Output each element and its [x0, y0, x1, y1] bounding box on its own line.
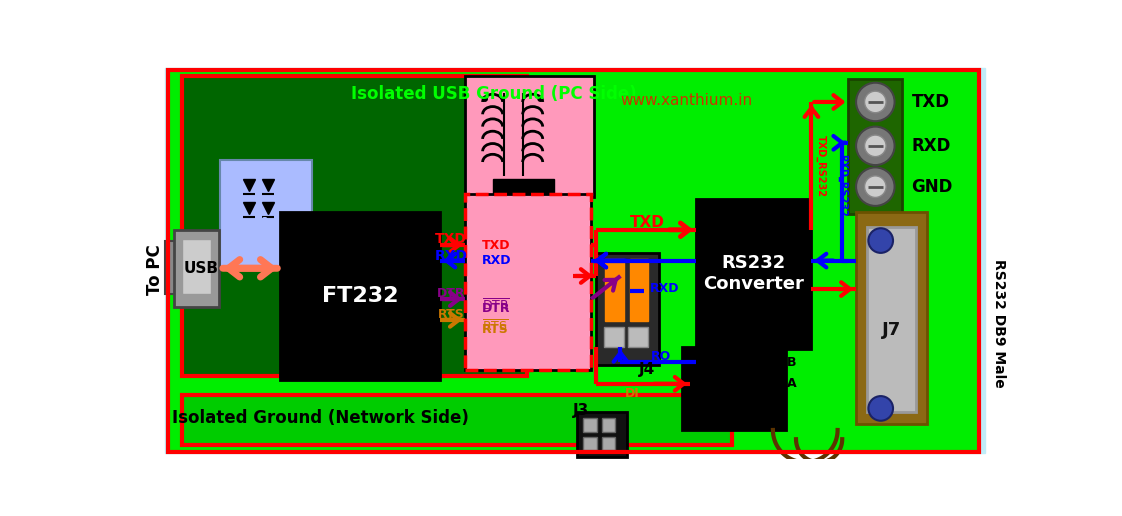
Circle shape: [856, 83, 894, 121]
Bar: [628, 327, 649, 347]
Text: Isolated Ground (Network Side): Isolated Ground (Network Side): [172, 409, 469, 427]
Bar: [465, 195, 591, 370]
Text: RO: RO: [651, 349, 671, 363]
Circle shape: [537, 96, 543, 102]
Bar: [583, 418, 597, 431]
Text: TXD: TXD: [435, 232, 467, 246]
Text: FT232: FT232: [322, 286, 398, 306]
Bar: [174, 230, 219, 307]
Text: A: A: [787, 377, 797, 390]
Text: DI: DI: [625, 386, 640, 399]
Text: RXD: RXD: [481, 254, 512, 267]
Bar: [605, 259, 624, 320]
Bar: [465, 76, 595, 198]
Text: USB: USB: [183, 261, 219, 276]
Text: J7: J7: [882, 321, 901, 339]
Text: To PC: To PC: [146, 245, 164, 295]
Text: www.xanthium.in: www.xanthium.in: [620, 93, 753, 108]
Bar: [493, 179, 554, 193]
Bar: [182, 76, 526, 376]
Circle shape: [865, 176, 886, 198]
Text: RTS: RTS: [438, 308, 465, 321]
Circle shape: [868, 396, 893, 421]
Text: RXD: RXD: [434, 249, 468, 263]
Circle shape: [865, 91, 886, 112]
Bar: [603, 418, 615, 431]
Bar: [696, 199, 811, 349]
Text: RS232
Converter: RS232 Converter: [703, 254, 804, 293]
Bar: [165, 241, 197, 294]
Bar: [182, 239, 211, 295]
Bar: [577, 412, 626, 457]
Text: $\overline{\rm DTR}$: $\overline{\rm DTR}$: [481, 298, 509, 313]
Bar: [856, 212, 927, 424]
Circle shape: [868, 228, 893, 253]
Bar: [583, 437, 597, 450]
Text: Isolated USB Ground (PC Side): Isolated USB Ground (PC Side): [351, 85, 636, 103]
Bar: [220, 160, 312, 268]
Text: TXD: TXD: [481, 239, 511, 252]
Circle shape: [856, 167, 894, 206]
Text: J4: J4: [640, 362, 655, 377]
Text: RXD_RS232: RXD_RS232: [837, 154, 847, 217]
Text: TXD: TXD: [911, 93, 949, 111]
Text: DTR: DTR: [436, 287, 466, 300]
Text: B: B: [787, 356, 797, 369]
Text: GND: GND: [911, 178, 953, 196]
Bar: [867, 228, 917, 412]
Text: RXD: RXD: [911, 137, 950, 155]
Bar: [596, 253, 659, 364]
Bar: [182, 395, 732, 445]
Bar: [280, 212, 440, 380]
Text: J3: J3: [572, 403, 589, 418]
Text: RXD: RXD: [650, 282, 679, 295]
Text: RS232 DB9 Male: RS232 DB9 Male: [992, 260, 1006, 388]
Circle shape: [481, 96, 488, 102]
Circle shape: [865, 135, 886, 157]
Text: $\overline{\rm RTS}$: $\overline{\rm RTS}$: [481, 319, 508, 334]
Bar: [603, 437, 615, 450]
Text: TXD_RS232: TXD_RS232: [816, 135, 826, 197]
Text: TXD: TXD: [629, 215, 665, 230]
Text: DTR: DTR: [481, 302, 511, 315]
Bar: [604, 327, 624, 347]
Text: RTS: RTS: [481, 324, 508, 336]
Bar: [629, 259, 649, 320]
Bar: [682, 347, 787, 430]
Circle shape: [856, 126, 894, 165]
Bar: [465, 195, 591, 370]
Bar: [848, 79, 902, 214]
